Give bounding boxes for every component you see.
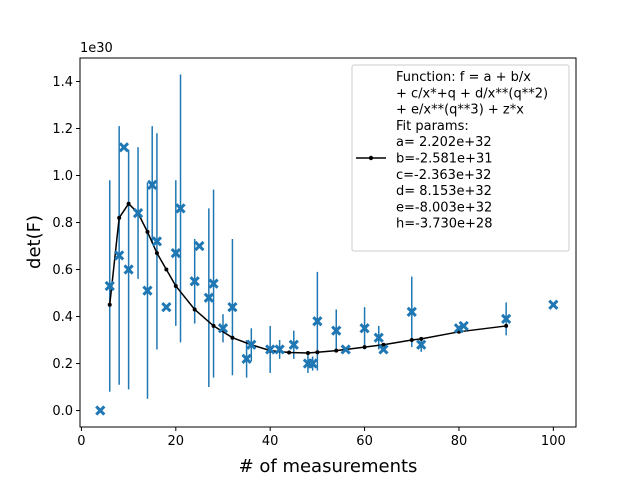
measurement-point-18 [241,353,252,364]
fit-point-5 [154,251,159,256]
measurement-point-31 [406,306,417,317]
legend: Function: f = a + b/x+ c/x*+q + d/x**(q*… [351,64,570,252]
fit-point-9 [211,323,216,328]
measurement-point-20 [265,344,276,355]
plot-frame [79,57,577,428]
x-axis: 0 20 40 60 80 100 [77,427,566,449]
y-axis: 0.0 0.2 0.4 0.6 0.8 1.0 1.2 1.4 [52,75,80,419]
measurement-point-25 [312,316,323,327]
x-tick-label-1: 20 [168,434,185,449]
legend-line-5: b=-2.581e+31 [396,152,492,167]
fit-point-15 [315,350,320,355]
fit-point-7 [173,283,178,288]
fit-point-14 [305,350,310,355]
measurement-point-27 [340,344,351,355]
measurement-point-16 [217,323,229,334]
fit-point-1 [117,215,122,220]
fit-point-8 [192,307,197,312]
measurement-markers [95,142,559,416]
y-tick-label-5: 1.0 [52,169,73,184]
measurement-point-36 [548,299,559,310]
y-tick-label-6: 1.2 [52,122,73,137]
legend-line-3: Fit params: [396,119,469,134]
measurement-point-24 [307,358,318,369]
y-tick-label-1: 0.2 [52,357,73,372]
measurement-point-1 [104,280,115,292]
fit-point-22 [504,323,509,328]
measurement-point-0 [95,405,106,416]
measurement-point-12 [189,276,200,287]
y-tick-label-4: 0.8 [52,216,73,231]
measurement-point-11 [175,203,186,214]
y-tick-label-7: 1.4 [52,75,73,90]
x-tick-label-2: 40 [262,434,279,449]
y-offset-label: 1e30 [80,41,113,56]
measurement-point-14 [203,292,214,303]
legend-box [351,64,570,252]
y-tick-label-2: 0.4 [52,310,73,325]
measurement-point-15 [208,278,219,289]
measurement-point-13 [194,240,205,252]
x-axis-label: # of measurements [239,456,418,477]
fit-point-0 [107,302,112,307]
fit-point-17 [362,345,367,350]
legend-line-8: e=-8.003e+32 [396,200,492,215]
measurement-point-34 [458,320,469,332]
fit-point-2 [126,201,131,206]
measurement-point-32 [416,339,427,350]
fit-point-4 [145,229,150,234]
fit-point-18 [381,342,386,347]
measurement-point-26 [331,325,342,336]
fit-point-16 [334,348,339,353]
legend-line-9: h=-3.730e+28 [396,217,492,232]
x-tick-label-5: 100 [541,434,566,449]
measurement-point-35 [501,313,512,325]
fit-point-10 [230,335,235,340]
measurement-point-5 [132,207,144,219]
measurement-point-3 [118,142,130,153]
measurement-point-9 [161,302,172,313]
legend-text: Function: f = a + b/x+ c/x*+q + d/x**(q*… [396,70,548,232]
legend-line-6: c=-2.363e+32 [396,168,491,183]
x-tick-label-3: 60 [356,434,373,449]
fit-point-19 [409,338,414,343]
measurement-point-19 [246,339,257,350]
measurement-point-4 [123,264,134,275]
plot-area [79,57,577,428]
measurement-point-17 [227,302,238,313]
fit-point-6 [164,267,169,272]
y-tick-label-0: 0.0 [52,404,73,419]
y-axis-label: det(F) [24,215,45,269]
legend-line-0: Function: f = a + b/x [396,70,531,85]
measurement-point-28 [359,323,370,334]
legend-fit-swatch-marker [368,155,374,161]
measurement-point-10 [170,247,181,259]
legend-line-7: d= 8.153e+32 [396,184,492,199]
fit-point-20 [419,336,424,341]
measurement-point-21 [274,344,285,355]
measurement-point-7 [147,179,158,191]
legend-line-1: + c/x*+q + d/x**(q**2) [396,86,548,101]
measurement-point-8 [151,236,163,247]
measurement-point-6 [142,285,153,296]
x-tick-label-0: 0 [77,434,85,449]
measurement-point-30 [378,344,389,355]
measurement-point-22 [288,339,299,350]
fit-point-13 [287,350,292,355]
measurement-point-29 [373,332,384,343]
legend-line-2: + e/x**(q**3) + z*x [396,103,524,118]
y-tick-label-3: 0.6 [52,263,73,278]
measurement-point-2 [114,250,125,261]
legend-line-4: a= 2.202e+32 [396,135,492,150]
x-tick-label-4: 80 [451,434,468,449]
